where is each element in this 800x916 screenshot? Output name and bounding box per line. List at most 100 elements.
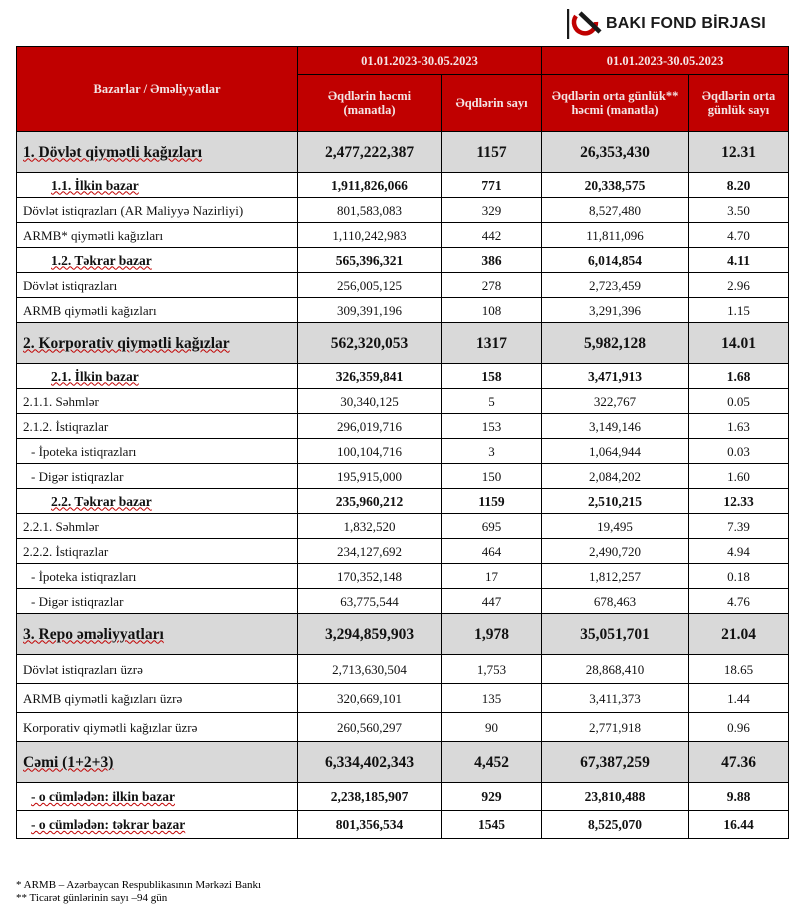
cell-volume: 1,110,242,983 [297,222,442,248]
cell-count: 17 [440,563,543,589]
row-label: 2.1.1. Səhmlər [16,388,298,414]
row-label: - o cümlədən: təkrar bazar [16,810,298,839]
cell-volume: 256,005,125 [297,272,442,298]
cell-avg-volume: 8,527,480 [541,197,690,223]
cell-avg-count: 1.44 [688,683,790,713]
cell-avg-volume: 23,810,488 [541,782,690,811]
table-row: 2.1.1. Səhmlər 30,340,125 5 322,767 0.05 [16,388,790,414]
cell-avg-volume: 1,812,257 [541,563,690,589]
cell-count: 5 [440,388,543,414]
cell-avg-volume: 3,149,146 [541,413,690,439]
cell-volume: 1,911,826,066 [297,172,442,198]
cell-count: 150 [440,463,543,489]
trading-volume-table: Bazarlar / Əməliyyatlar 01.01.2023-30.05… [16,46,790,839]
cell-volume: 30,340,125 [297,388,442,414]
cell-volume: 260,560,297 [297,712,442,742]
cell-avg-volume: 678,463 [541,588,690,614]
cell-volume: 320,669,101 [297,683,442,713]
row-label: 1.2. Təkrar bazar [16,247,298,273]
table-row: - İpoteka istiqrazları 100,104,716 3 1,0… [16,438,790,464]
row-label: - İpoteka istiqrazları [16,563,298,589]
table-row-primary-market: 1.1. İlkin bazar 1,911,826,066 771 20,33… [16,172,790,198]
cell-avg-count: 4.70 [688,222,790,248]
row-label: - İpoteka istiqrazları [16,438,298,464]
cell-count: 329 [440,197,543,223]
table-row-repo-operations: 3. Repo əməliyyatları 3,294,859,903 1,97… [16,613,790,655]
bfb-logo-icon [567,9,602,39]
row-label: 2.1. İlkin bazar [16,363,298,389]
row-label: 2.1.2. İstiqrazlar [16,413,298,439]
table-row: 2.2.2. İstiqrazlar 234,127,692 464 2,490… [16,538,790,564]
cell-avg-count: 9.88 [688,782,790,811]
row-label: Cəmi (1+2+3) [16,741,298,783]
row-label: 1.1. İlkin bazar [16,172,298,198]
cell-count: 695 [440,513,543,539]
cell-count: 929 [440,782,543,811]
cell-avg-count: 12.31 [688,131,790,173]
cell-count: 771 [440,172,543,198]
cell-count: 108 [440,297,543,323]
cell-volume: 801,356,534 [297,810,442,839]
cell-volume: 562,320,053 [297,322,442,364]
baki-fond-birjasi-logo: BAKI FOND BİRJASI [566,6,792,42]
table-row: Dövlət istiqrazları (AR Maliyyə Nazirliy… [16,197,790,223]
cell-volume: 565,396,321 [297,247,442,273]
cell-volume: 234,127,692 [297,538,442,564]
row-label: 2.2. Təkrar bazar [16,488,298,514]
table-row-corporate-securities: 2. Korporativ qiymətli kağızlar 562,320,… [16,322,790,364]
cell-avg-volume: 11,811,096 [541,222,690,248]
cell-volume: 2,477,222,387 [297,131,442,173]
cell-avg-volume: 20,338,575 [541,172,690,198]
cell-avg-volume: 6,014,854 [541,247,690,273]
table-row-total-primary: - o cümlədən: ilkin bazar 2,238,185,907 … [16,782,790,811]
table-row-secondary-market: 1.2. Təkrar bazar 565,396,321 386 6,014,… [16,247,790,273]
table-row: 2.2.1. Səhmlər 1,832,520 695 19,495 7.39 [16,513,790,539]
header-avg-daily-volume: Əqdlərin orta günlük** həcmi (manatla) [541,74,690,132]
cell-volume: 63,775,544 [297,588,442,614]
row-label: ARMB qiymətli kağızları üzrə [16,683,298,713]
header-markets-operations: Bazarlar / Əməliyyatlar [16,46,298,132]
row-label: ARMB qiymətli kağızları [16,297,298,323]
footnote-armb: * ARMB – Azərbaycan Respublikasının Mərk… [16,879,262,891]
cell-count: 464 [440,538,543,564]
cell-avg-volume: 2,723,459 [541,272,690,298]
cell-avg-volume: 2,771,918 [541,712,690,742]
header-avg-daily-count: Əqdlərin orta günlük sayı [688,74,790,132]
row-label: - o cümlədən: ilkin bazar [16,782,298,811]
cell-avg-count: 18.65 [688,654,790,684]
cell-volume: 296,019,716 [297,413,442,439]
cell-count: 3 [440,438,543,464]
row-label: 2. Korporativ qiymətli kağızlar [16,322,298,364]
cell-volume: 309,391,196 [297,297,442,323]
cell-avg-volume: 2,084,202 [541,463,690,489]
table-row-secondary-market: 2.2. Təkrar bazar 235,960,212 1159 2,510… [16,488,790,514]
cell-count: 447 [440,588,543,614]
cell-avg-count: 0.05 [688,388,790,414]
cell-avg-volume: 28,868,410 [541,654,690,684]
cell-count: 153 [440,413,543,439]
header-period-1: 01.01.2023-30.05.2023 [296,46,543,75]
cell-count: 1,978 [440,613,543,655]
cell-count: 135 [440,683,543,713]
cell-avg-volume: 8,525,070 [541,810,690,839]
cell-avg-count: 0.03 [688,438,790,464]
table-row: Dövlət istiqrazları üzrə 2,713,630,504 1… [16,654,790,684]
table-row-total-secondary: - o cümlədən: təkrar bazar 801,356,534 1… [16,810,790,839]
row-label: - Digər istiqrazlar [16,588,298,614]
cell-volume: 235,960,212 [297,488,442,514]
row-label: 3. Repo əməliyyatları [16,613,298,655]
table-row: - Digər istiqrazlar 63,775,544 447 678,4… [16,588,790,614]
cell-avg-count: 47.36 [688,741,790,783]
table-row-total: Cəmi (1+2+3) 6,334,402,343 4,452 67,387,… [16,741,790,783]
header-period-2: 01.01.2023-30.05.2023 [541,46,790,75]
cell-avg-volume: 2,510,215 [541,488,690,514]
cell-avg-count: 1.63 [688,413,790,439]
cell-volume: 170,352,148 [297,563,442,589]
cell-count: 1317 [440,322,543,364]
cell-volume: 3,294,859,903 [297,613,442,655]
cell-count: 1159 [440,488,543,514]
cell-avg-count: 14.01 [688,322,790,364]
cell-avg-volume: 19,495 [541,513,690,539]
header-deal-count: Əqdlərin sayı [440,74,543,132]
cell-avg-count: 1.68 [688,363,790,389]
